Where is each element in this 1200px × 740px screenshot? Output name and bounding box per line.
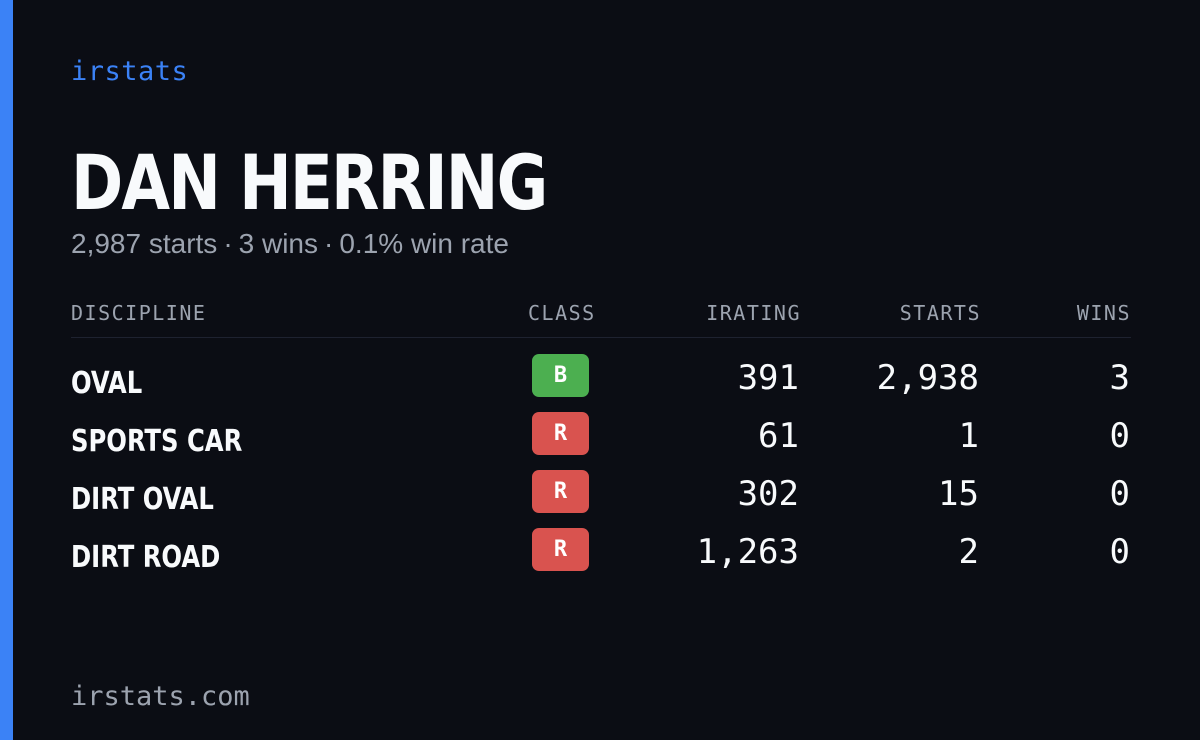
wins-value: 0 [1109, 474, 1130, 514]
irating-value: 391 [737, 358, 799, 398]
header-class: CLASS [528, 301, 596, 325]
driver-summary: 2,987 starts · 3 wins · 0.1% win rate [71, 228, 509, 260]
starts-value: 15 [938, 474, 979, 514]
separator: · [223, 228, 233, 259]
table-row: SPORTS CAR R 61 1 0 [0, 412, 1200, 470]
starts-value: 2 [958, 532, 979, 572]
irating-value: 302 [737, 474, 799, 514]
wins-value: 3 [1109, 358, 1130, 398]
driver-name: DAN HERRING [71, 138, 548, 227]
class-badge: B [532, 354, 589, 397]
total-starts: 2,987 starts [71, 228, 218, 259]
header-divider [71, 337, 1131, 338]
discipline-name: OVAL [71, 366, 143, 401]
irating-value: 61 [758, 416, 799, 456]
discipline-name: DIRT OVAL [71, 482, 214, 517]
brand-logo[interactable]: irstats [71, 56, 189, 87]
header-irating: IRATING [706, 301, 801, 325]
starts-value: 1 [958, 416, 979, 456]
accent-bar [0, 0, 13, 740]
class-badge: R [532, 412, 589, 455]
discipline-name: SPORTS CAR [71, 424, 243, 459]
class-badge: R [532, 470, 589, 513]
header-wins: WINS [1076, 301, 1131, 325]
header-discipline: DISCIPLINE [71, 301, 207, 325]
table-row: OVAL B 391 2,938 3 [0, 354, 1200, 412]
class-badge: R [532, 528, 589, 571]
separator: · [324, 228, 334, 259]
starts-value: 2,938 [876, 358, 979, 398]
total-wins: 3 wins [238, 228, 319, 259]
table-row: DIRT ROAD R 1,263 2 0 [0, 528, 1200, 586]
wins-value: 0 [1109, 532, 1130, 572]
table-row: DIRT OVAL R 302 15 0 [0, 470, 1200, 528]
irating-value: 1,263 [696, 532, 799, 572]
discipline-name: DIRT ROAD [71, 540, 221, 575]
wins-value: 0 [1109, 416, 1130, 456]
header-starts: STARTS [899, 301, 981, 325]
footer-url[interactable]: irstats.com [71, 681, 250, 712]
win-rate: 0.1% win rate [339, 228, 509, 259]
